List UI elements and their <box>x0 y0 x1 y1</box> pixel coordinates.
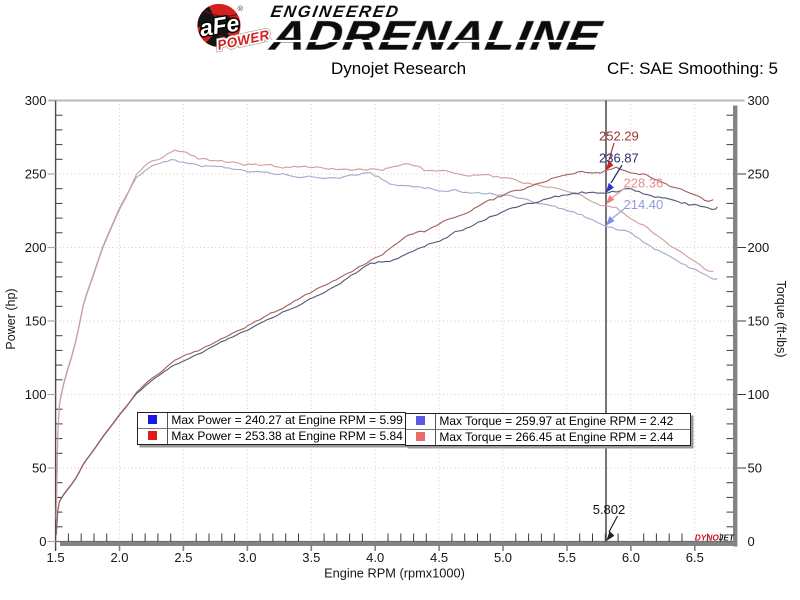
svg-text:150: 150 <box>25 314 47 329</box>
svg-text:0: 0 <box>39 534 46 549</box>
svg-text:5.0: 5.0 <box>494 550 512 565</box>
svg-text:252.29: 252.29 <box>599 129 639 144</box>
svg-text:Torque (ft-lbs): Torque (ft-lbs) <box>774 280 788 357</box>
svg-text:100: 100 <box>25 387 47 402</box>
svg-text:3.0: 3.0 <box>238 550 256 565</box>
svg-text:Power (hp): Power (hp) <box>4 288 18 349</box>
svg-text:200: 200 <box>25 240 47 255</box>
svg-text:DYNOJET: DYNOJET <box>695 533 735 543</box>
svg-text:aFe: aFe <box>198 9 241 41</box>
svg-text:150: 150 <box>748 314 770 329</box>
svg-text:300: 300 <box>748 93 770 108</box>
svg-text:3.5: 3.5 <box>302 550 320 565</box>
svg-text:300: 300 <box>25 93 47 108</box>
svg-text:50: 50 <box>32 461 46 476</box>
svg-text:Engine RPM (rpmx1000): Engine RPM (rpmx1000) <box>324 566 465 581</box>
svg-text:6.0: 6.0 <box>622 550 640 565</box>
svg-text:250: 250 <box>748 167 770 182</box>
svg-text:214.40: 214.40 <box>624 197 664 212</box>
svg-text:5.5: 5.5 <box>558 550 576 565</box>
svg-text:200: 200 <box>748 240 770 255</box>
svg-text:250: 250 <box>25 167 47 182</box>
svg-text:5.802: 5.802 <box>593 502 626 517</box>
svg-text:®: ® <box>238 4 244 13</box>
svg-text:ADRENALINE: ADRENALINE <box>266 13 606 58</box>
svg-text:6.5: 6.5 <box>686 550 704 565</box>
svg-text:50: 50 <box>748 461 762 476</box>
svg-text:4.5: 4.5 <box>430 550 448 565</box>
svg-text:236.87: 236.87 <box>599 151 639 166</box>
svg-text:2.5: 2.5 <box>174 550 192 565</box>
svg-text:4.0: 4.0 <box>366 550 384 565</box>
svg-text:0: 0 <box>748 534 755 549</box>
svg-text:2.0: 2.0 <box>110 550 128 565</box>
svg-text:ENGINEERED: ENGINEERED <box>269 2 401 21</box>
svg-text:100: 100 <box>748 387 770 402</box>
svg-text:1.5: 1.5 <box>47 550 65 565</box>
svg-text:228.36: 228.36 <box>624 176 664 191</box>
